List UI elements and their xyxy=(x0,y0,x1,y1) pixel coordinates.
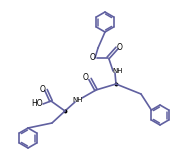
Text: NH: NH xyxy=(73,97,83,103)
Text: O: O xyxy=(40,85,46,93)
Text: O: O xyxy=(90,54,96,63)
Text: O: O xyxy=(117,42,123,51)
Text: O: O xyxy=(83,73,89,83)
Text: NH: NH xyxy=(113,68,123,74)
Text: HO: HO xyxy=(31,100,43,109)
